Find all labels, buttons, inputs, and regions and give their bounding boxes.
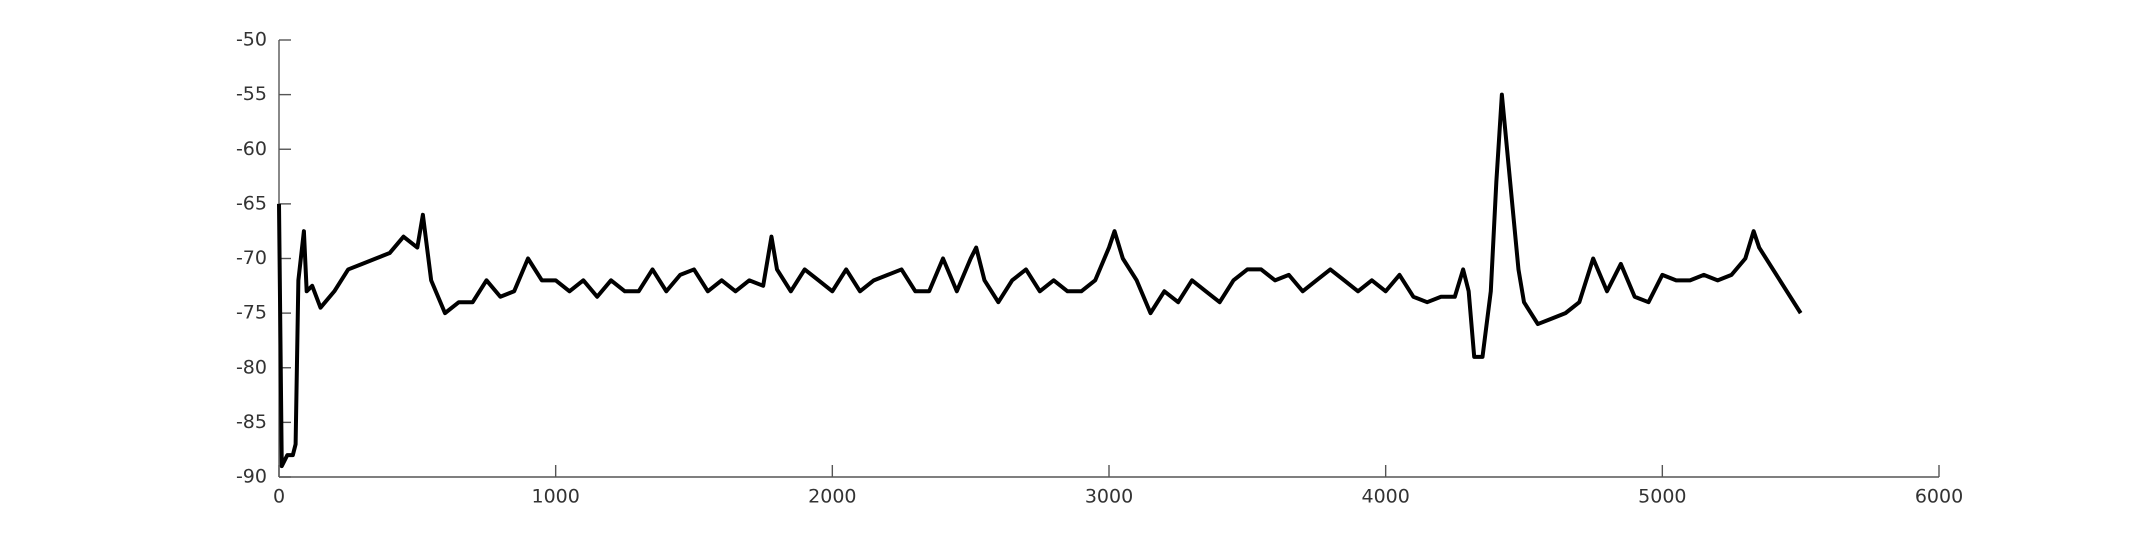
x-tick-label: 6000: [1915, 486, 1963, 508]
x-tick-label: 5000: [1638, 486, 1686, 508]
x-tick-label: 1000: [531, 486, 579, 508]
y-tick-label: -90: [236, 466, 267, 488]
y-tick-label: -65: [236, 192, 267, 214]
y-tick-label: -70: [236, 247, 267, 269]
y-tick-label: -85: [236, 411, 267, 433]
x-tick-label: 0: [273, 486, 285, 508]
x-tick-label: 4000: [1361, 486, 1409, 508]
y-tick-label: -80: [236, 356, 267, 378]
y-tick-label: -75: [236, 302, 267, 324]
y-tick-label: -55: [236, 83, 267, 105]
data-line: [277, 92, 1803, 469]
x-tick-label: 2000: [808, 486, 856, 508]
y-tick-label: -50: [236, 29, 267, 51]
y-tick-label: -60: [236, 138, 267, 160]
x-tick-label: 3000: [1085, 486, 1133, 508]
